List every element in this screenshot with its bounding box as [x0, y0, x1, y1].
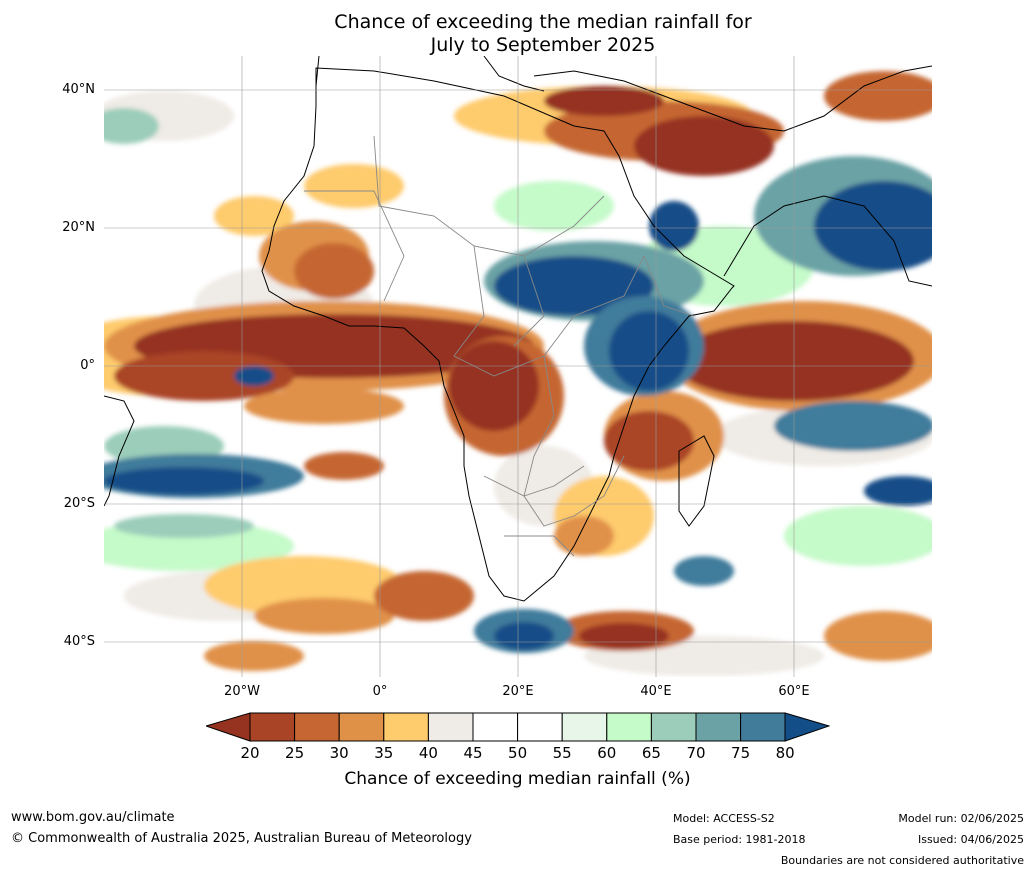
base-period-text: Base period: 1981-2018 — [673, 833, 806, 846]
model-run-text: Model run: 02/06/2025 — [898, 812, 1024, 825]
colorbar-cell — [606, 712, 652, 742]
colorbar-cell — [472, 712, 519, 742]
copyright-text: © Commonwealth of Australia 2025, Austra… — [11, 831, 472, 846]
colorbar-cell — [294, 712, 340, 742]
lat-label-40s: 40°S — [63, 634, 95, 649]
lon-label-60e: 60°E — [778, 684, 810, 699]
colorbar-cell — [383, 712, 429, 742]
colorbar-tick-label: 60 — [597, 744, 617, 762]
probability-field — [104, 71, 932, 676]
colorbar-tick-label: 35 — [374, 744, 394, 762]
colorbar-cell — [695, 712, 742, 742]
colorbar-tick-label: 70 — [686, 744, 706, 762]
lon-label-20w: 20°W — [224, 684, 260, 699]
colorbar-tick-label: 50 — [508, 744, 528, 762]
lat-label-40n: 40°N — [62, 82, 95, 97]
graticule — [104, 56, 932, 677]
colorbar-tick-label: 45 — [463, 744, 483, 762]
bom-url-link[interactable]: www.bom.gov.au/climate — [11, 810, 175, 825]
colorbar-legend — [206, 712, 830, 742]
colorbar-cell — [517, 712, 563, 742]
colorbar-tick-label: 55 — [552, 744, 572, 762]
colorbar-tick-label: 40 — [418, 744, 438, 762]
colorbar-tick-label: 75 — [731, 744, 751, 762]
lat-label-20s: 20°S — [63, 496, 95, 511]
lon-label-40e: 40°E — [640, 684, 672, 699]
colorbar-title: Chance of exceeding median rainfall (%) — [344, 769, 691, 789]
colorbar-cells — [249, 712, 786, 742]
model-text: Model: ACCESS-S2 — [673, 812, 775, 825]
lat-label-0: 0° — [80, 358, 95, 373]
boundaries-disclaimer: Boundaries are not considered authoritat… — [780, 854, 1024, 867]
colorbar-arrow-high — [784, 712, 830, 742]
colorbar-cell — [249, 712, 296, 742]
map-title-line2: July to September 2025 — [430, 34, 656, 56]
rainfall-probability-map — [104, 56, 932, 677]
country-boundaries — [304, 135, 695, 557]
colorbar-cell — [650, 712, 697, 742]
colorbar-tick-label: 25 — [285, 744, 305, 762]
lon-label-20e: 20°E — [502, 684, 534, 699]
map-title-line1: Chance of exceeding the median rainfall … — [334, 11, 752, 33]
colorbar-tick-label: 30 — [329, 744, 349, 762]
lat-label-20n: 20°N — [62, 220, 95, 235]
colorbar-arrow-low — [206, 712, 251, 742]
coastlines — [104, 56, 932, 602]
colorbar-cell — [561, 712, 608, 742]
colorbar-tick-label: 20 — [240, 744, 260, 762]
colorbar-cell — [427, 712, 474, 742]
lon-label-0: 0° — [372, 684, 388, 699]
colorbar-tick-label: 80 — [775, 744, 795, 762]
issued-text: Issued: 04/06/2025 — [917, 833, 1024, 846]
colorbar-tick-label: 65 — [641, 744, 661, 762]
colorbar-cell — [338, 712, 385, 742]
colorbar-cell — [740, 712, 786, 742]
